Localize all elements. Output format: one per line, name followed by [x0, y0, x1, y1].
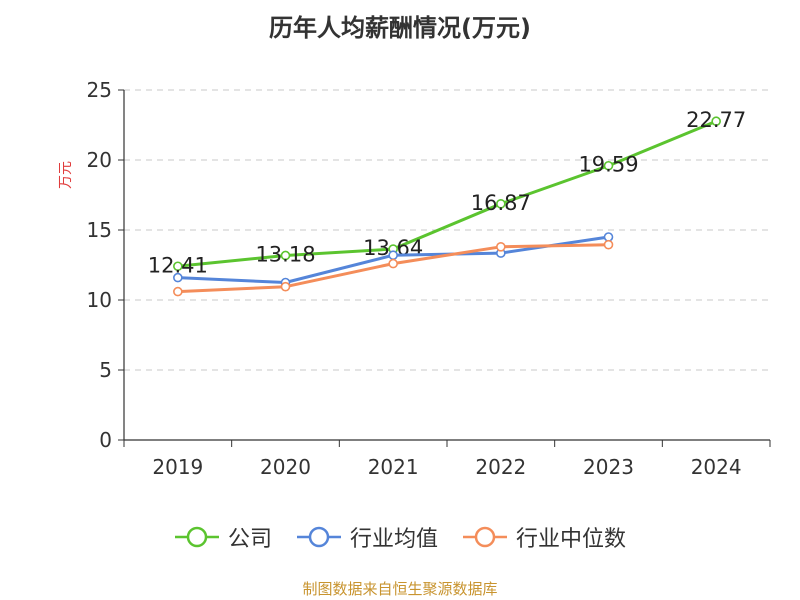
legend-label: 行业均值 — [349, 527, 438, 552]
y-tick-label: 25 — [87, 78, 112, 102]
legend-item[interactable]: 公司 — [174, 521, 272, 553]
y-tick-label: 0 — [99, 428, 112, 452]
data-point — [388, 250, 398, 260]
x-tick-label: 2024 — [691, 455, 742, 479]
data-point — [603, 239, 614, 250]
data-point — [603, 160, 614, 171]
data-label: 22.77 — [686, 108, 746, 132]
data-point — [280, 281, 291, 292]
x-tick-label: 2022 — [475, 455, 526, 479]
data-point — [173, 286, 183, 297]
chart-title: 历年人均薪酬情况(万元) — [269, 14, 531, 42]
y-tick-label: 5 — [99, 358, 112, 382]
data-point — [496, 242, 506, 252]
data-point — [173, 272, 183, 283]
data-label: 13.18 — [255, 242, 315, 266]
data-label: 16.87 — [471, 191, 531, 215]
y-tick-label: 10 — [87, 288, 112, 312]
x-tick-label: 2023 — [583, 455, 634, 479]
data-label: 19.59 — [578, 153, 638, 177]
legend-line-circle-icon — [174, 526, 219, 548]
y-tick-label: 15 — [87, 218, 112, 242]
legend-item[interactable]: 行业均值 — [296, 521, 438, 553]
series-line-0 — [177, 119, 717, 268]
legend-line-circle-icon — [463, 526, 507, 548]
legend-item[interactable]: 行业中位数 — [462, 521, 626, 553]
x-tick-label: 2020 — [260, 455, 311, 479]
legend-label: 公司 — [227, 527, 272, 552]
legend: 公司 行业均值 行业中位数 — [0, 520, 800, 554]
y-tick-label: 20 — [87, 148, 112, 172]
x-tick-label: 2021 — [368, 455, 419, 479]
data-point — [388, 258, 398, 269]
data-point — [280, 250, 291, 261]
legend-line-circle-icon — [296, 526, 341, 548]
x-tick-label: 2019 — [152, 455, 203, 479]
y-axis-label: 万元 — [58, 161, 74, 189]
data-point — [173, 261, 183, 272]
data-point — [603, 232, 614, 242]
data-point — [711, 116, 721, 127]
legend-label: 行业中位数 — [516, 527, 627, 552]
source-note: 制图数据来自恒生聚源数据库 — [302, 580, 498, 598]
data-point — [496, 199, 506, 209]
